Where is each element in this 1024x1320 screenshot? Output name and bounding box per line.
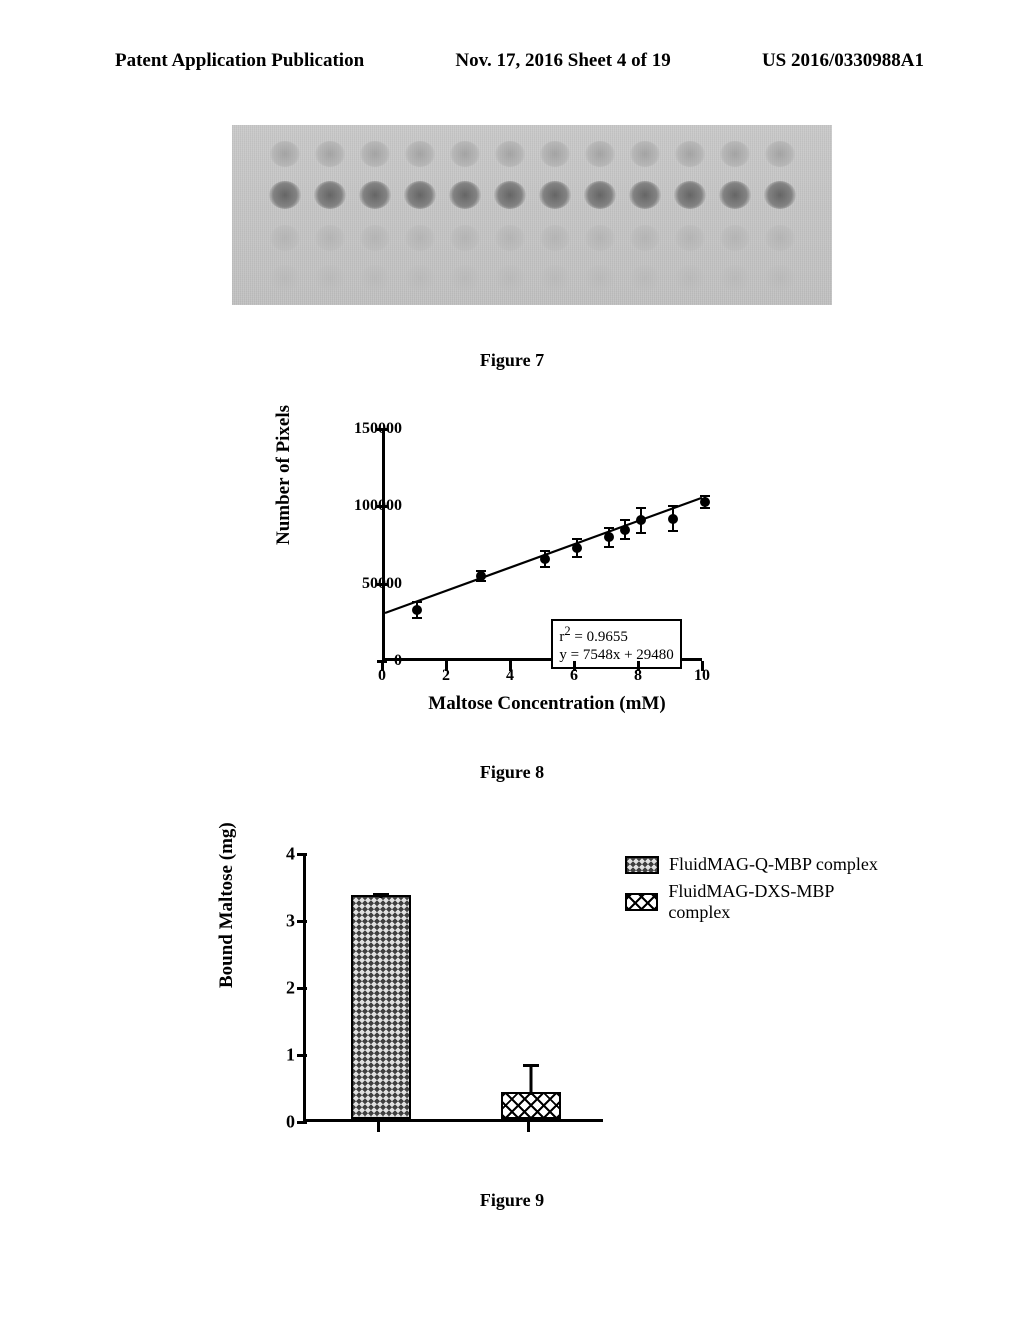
error-cap — [572, 538, 582, 540]
error-cap — [636, 532, 646, 534]
gel-row-3 — [232, 225, 832, 251]
figure8-plot-area: r2 = 0.9655 y = 7548x + 29480 — [382, 429, 702, 661]
gel-row-2 — [232, 181, 832, 209]
legend-label-1: FluidMAG-Q-MBP complex — [669, 854, 878, 875]
error-cap — [668, 530, 678, 532]
figure9-caption: Figure 9 — [0, 1190, 1024, 1211]
figure9-plot-area — [303, 854, 603, 1122]
data-point — [540, 554, 550, 564]
header-center: Nov. 17, 2016 Sheet 4 of 19 — [364, 50, 762, 72]
regression-stats-box: r2 = 0.9655 y = 7548x + 29480 — [551, 619, 681, 669]
data-point — [620, 525, 630, 535]
error-cap — [540, 566, 550, 568]
header-left: Patent Application Publication — [115, 50, 364, 72]
figure7-gel-image — [232, 125, 832, 305]
header-right: US 2016/0330988A1 — [762, 50, 924, 72]
xtick-mark — [527, 1122, 530, 1132]
data-point — [668, 514, 678, 524]
ytick-mark — [377, 428, 387, 431]
error-cap — [540, 550, 550, 552]
ytick-mark — [297, 1121, 307, 1124]
legend-item-2: FluidMAG-DXS-MBP complex — [625, 881, 895, 923]
data-point — [572, 543, 582, 553]
error-cap — [700, 507, 710, 509]
bar — [501, 1092, 561, 1119]
data-point — [636, 515, 646, 525]
xtick-mark — [637, 661, 640, 671]
equation-text: y = 7548x + 29480 — [559, 646, 673, 664]
ytick-mark — [297, 1054, 307, 1057]
data-point — [700, 497, 710, 507]
xtick-mark — [509, 661, 512, 671]
data-point — [604, 532, 614, 542]
figure8-chart: Number of Pixels Maltose Concentration (… — [282, 415, 732, 725]
error-cap — [604, 546, 614, 548]
figure9-ylabel: Bound Maltose (mg) — [216, 822, 238, 988]
ytick-label: 0 — [286, 1112, 295, 1133]
error-cap — [572, 556, 582, 558]
figure8-xlabel: Maltose Concentration (mM) — [382, 693, 712, 715]
ytick-label: 3 — [286, 911, 295, 932]
ytick-mark — [297, 920, 307, 923]
xtick-mark — [381, 661, 384, 671]
error-cap — [636, 507, 646, 509]
error-cap — [620, 519, 630, 521]
error-cap — [668, 505, 678, 507]
error-cap — [523, 1064, 539, 1067]
gel-row-1 — [232, 141, 832, 167]
ytick-label: 2 — [286, 978, 295, 999]
xtick-mark — [377, 1122, 380, 1132]
legend-label-2: FluidMAG-DXS-MBP complex — [668, 881, 895, 923]
ytick-label: 1 — [286, 1045, 295, 1066]
xtick-mark — [573, 661, 576, 671]
ytick-mark — [377, 583, 387, 586]
page-header: Patent Application Publication Nov. 17, … — [0, 50, 1024, 72]
bar — [351, 895, 411, 1119]
data-point — [412, 605, 422, 615]
ytick-mark — [297, 853, 307, 856]
legend-item-1: FluidMAG-Q-MBP complex — [625, 854, 895, 875]
figure9-chart: Bound Maltose (mg) 01234 FluidMAG-Q-MBP … — [215, 840, 895, 1160]
xtick-mark — [701, 661, 704, 671]
figure9-legend: FluidMAG-Q-MBP complex FluidMAG-DXS-MBP … — [625, 854, 895, 929]
error-cap — [412, 601, 422, 603]
ytick-label: 4 — [286, 844, 295, 865]
legend-swatch-1 — [625, 856, 659, 874]
xtick-mark — [445, 661, 448, 671]
figure7-caption: Figure 7 — [0, 350, 1024, 371]
error-cap — [620, 538, 630, 540]
error-bar — [530, 1065, 533, 1095]
ytick-label: 0 — [394, 652, 402, 670]
figure8-ylabel: Number of Pixels — [273, 405, 295, 545]
figure8-caption: Figure 8 — [0, 762, 1024, 783]
data-point — [476, 571, 486, 581]
ytick-mark — [297, 987, 307, 990]
error-cap — [412, 617, 422, 619]
legend-swatch-2 — [625, 893, 658, 911]
error-cap — [373, 893, 389, 896]
gel-row-4 — [232, 265, 832, 291]
ytick-mark — [377, 505, 387, 508]
error-cap — [604, 527, 614, 529]
r-squared-text: r2 = 0.9655 — [559, 624, 673, 646]
